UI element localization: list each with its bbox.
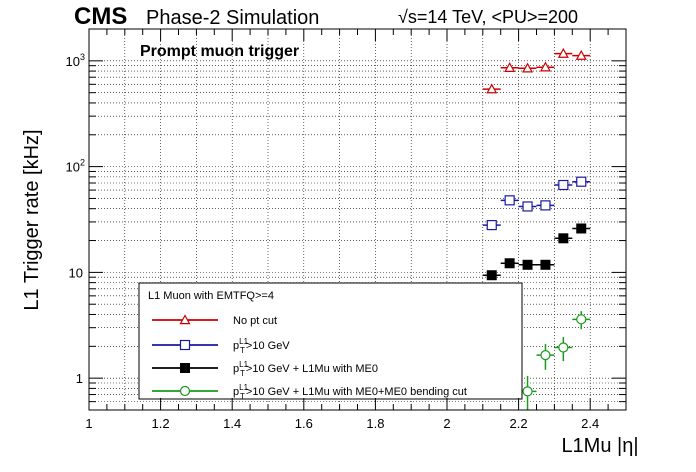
legend-box	[138, 282, 523, 400]
data-point	[504, 258, 515, 269]
energy-text: s=14 TeV, <PU>=200	[408, 7, 578, 27]
legend-label: No pt cut	[233, 315, 277, 327]
data-point	[486, 83, 498, 94]
chart-annotation: Prompt muon trigger	[140, 43, 299, 60]
y-tick-label: 103	[66, 52, 85, 69]
data-point	[504, 195, 515, 206]
x-tick-label: 1	[85, 416, 92, 431]
legend-title: L1 Muon with EMTFQ>=4	[148, 290, 274, 302]
legend: L1 Muon with EMTFQ>=4 No pt cut pL1 T>10 G…	[138, 282, 523, 401]
x-tick-label: 2.2	[510, 416, 528, 431]
data-point	[522, 259, 533, 270]
x-tick-label: 1.2	[152, 416, 170, 431]
data-point	[486, 219, 497, 231]
data-point	[522, 386, 533, 397]
subtitle-label: Phase-2 Simulation	[146, 7, 319, 29]
data-point	[522, 201, 533, 212]
data-point	[575, 49, 587, 60]
legend-marker	[179, 314, 191, 325]
y-axis-label: L1 Trigger rate [kHz]	[21, 129, 43, 310]
x-tick-label: 1.6	[295, 416, 313, 431]
series-1	[482, 47, 591, 94]
data-point	[558, 233, 569, 244]
data-point	[576, 314, 587, 325]
series-3	[482, 223, 591, 281]
x-tick-label: 2.4	[581, 416, 599, 431]
data-point	[522, 62, 534, 73]
legend-marker	[179, 385, 191, 397]
data-point	[576, 223, 587, 234]
plot-area	[89, 29, 626, 410]
data-point	[540, 200, 551, 211]
data-point	[576, 176, 587, 187]
y-tick-label: 102	[66, 158, 85, 175]
series-2	[482, 176, 591, 231]
data-point	[540, 350, 551, 361]
x-tick-label: 1.4	[223, 416, 241, 431]
x-tick-label: 2	[443, 416, 450, 431]
data-point	[539, 61, 551, 72]
x-axis-label: L1Mu |η|	[561, 435, 638, 457]
energy-label: √s=14 TeV, <PU>=200	[398, 7, 578, 27]
legend-label: pL1 T>10 GeV + L1Mu with ME0	[233, 360, 378, 378]
cms-label: CMS	[74, 3, 127, 30]
legend-label: pL1 T>10 GeV + L1Mu with ME0+ME0 bending …	[233, 383, 467, 401]
y-tick-label: 1	[76, 371, 83, 386]
data-point	[486, 270, 497, 281]
data-point	[557, 47, 569, 58]
data-point	[540, 259, 551, 270]
legend-marker	[179, 339, 191, 351]
x-tick-label: 1.8	[366, 416, 384, 431]
data-point	[558, 342, 569, 353]
legend-marker	[180, 363, 190, 373]
sqrt-symbol: √	[398, 7, 408, 27]
data-point	[558, 179, 569, 191]
data-point	[504, 62, 516, 72]
y-tick-label: 10	[69, 265, 83, 280]
legend-label: pL1 T>10 GeV	[233, 337, 290, 355]
